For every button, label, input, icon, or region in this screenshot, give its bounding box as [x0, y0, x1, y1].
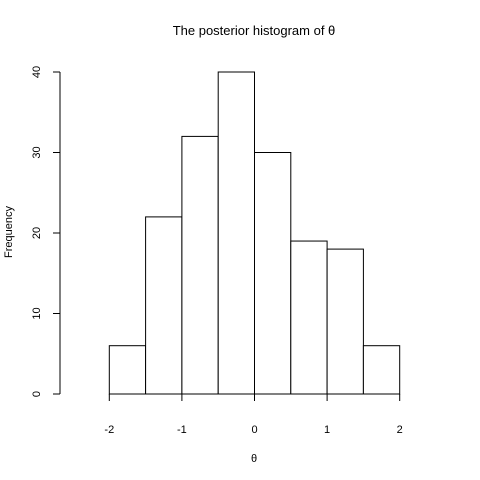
- histogram-bar-3: [217, 71, 255, 395]
- histogram-bar-1: [145, 216, 183, 395]
- x-tick-label-1: -1: [177, 424, 187, 436]
- histogram-bar-6: [326, 248, 364, 395]
- x-tick-label-0: -2: [104, 424, 114, 436]
- x-tick-label-2: 0: [251, 424, 257, 436]
- y-tick-label-4: 40: [31, 66, 43, 78]
- x-axis-label: θ: [251, 453, 257, 465]
- y-tick-label-3: 30: [31, 146, 43, 158]
- x-axis: -2 -1 0 1 2: [104, 393, 403, 436]
- y-axis-label: Frequency: [3, 206, 15, 258]
- histogram-bars: [108, 71, 401, 395]
- histogram-bar-4: [254, 152, 292, 395]
- histogram-bar-2: [181, 135, 219, 395]
- x-tick-label-4: 2: [397, 424, 403, 436]
- histogram-bar-7: [362, 345, 401, 395]
- y-tick-label-0: 0: [31, 391, 43, 397]
- histogram-bar-5: [290, 240, 328, 395]
- y-tick-label-1: 10: [31, 307, 43, 319]
- x-tick-label-3: 1: [324, 424, 330, 436]
- histogram-bar-0: [108, 345, 147, 395]
- y-axis: 0 10 20 30 40: [31, 66, 61, 397]
- y-tick-label-2: 20: [31, 227, 43, 239]
- chart-title: The posterior histogram of θ: [173, 23, 336, 38]
